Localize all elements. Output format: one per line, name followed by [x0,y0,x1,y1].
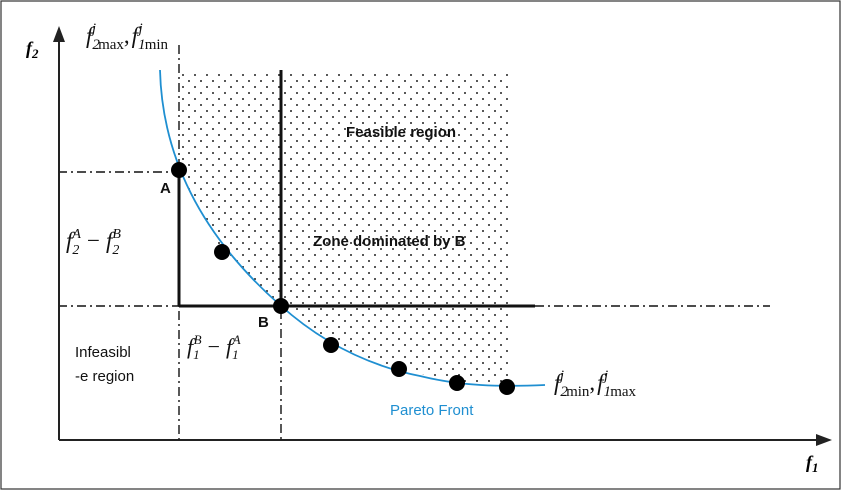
dominated-zone-label: Zone dominated by B [313,233,466,250]
x-axis-arrow-icon [816,434,832,446]
pareto-point [449,375,465,391]
x-axis-label: f1 [806,452,819,475]
formula-bottom-right: f2jmin,f1jmax [554,368,637,400]
pareto-point [499,379,515,395]
formula-top-left: f2jmax,f1jmin [86,21,169,53]
infeasible-region-label-line1: Infeasibl [75,344,131,361]
point-b-label: B [258,314,269,331]
pareto-point [214,244,230,260]
point-a [171,162,187,178]
formula-f2-difference: f2A − f2B [66,227,121,258]
infeasible-region-label-line2: -e region [75,368,134,385]
pareto-front-label: Pareto Front [390,402,474,419]
y-axis-label: f2 [26,38,39,61]
formula-f1-difference: f1B − f1A [187,332,241,362]
pareto-point [391,361,407,377]
y-axis-arrow-icon [53,26,65,42]
pareto-point [323,337,339,353]
point-b [273,298,289,314]
point-a-label: A [160,180,171,197]
feasible-region-label: Feasible region [346,124,456,141]
